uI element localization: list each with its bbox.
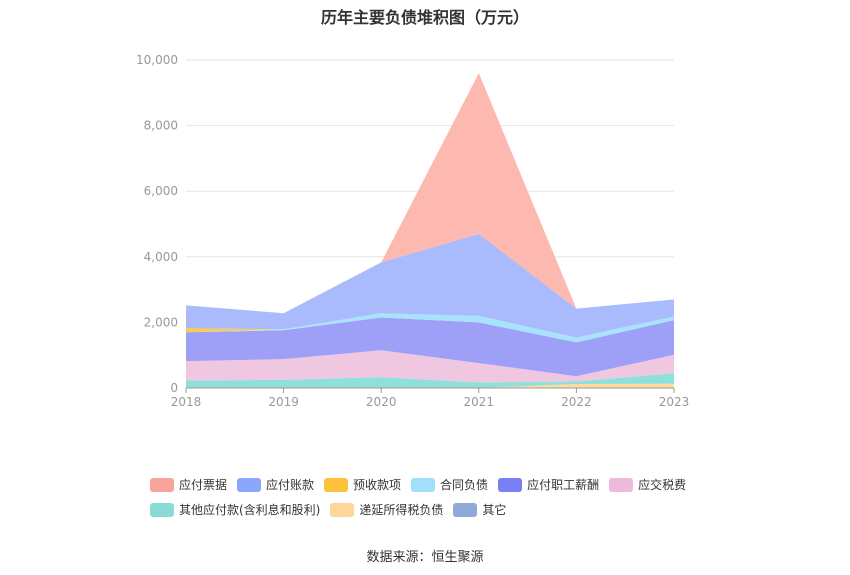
area-series-应付账款 bbox=[186, 233, 674, 338]
legend-swatch bbox=[498, 477, 523, 492]
area-series-其他应付款(含利息和股利) bbox=[186, 373, 674, 388]
y-tick-label: 0 bbox=[170, 381, 178, 395]
legend-swatch bbox=[411, 477, 436, 492]
y-tick-label: 4,000 bbox=[144, 250, 178, 264]
legend-row: 其他应付款(含利息和股利) 递延所得税负债 其它 bbox=[150, 497, 730, 522]
x-tick-label: 2018 bbox=[171, 395, 202, 409]
legend-row: 应付票据 应付账款 预收款项 合同负债 应付职工薪酬 应交税费 bbox=[150, 472, 730, 497]
legend-swatch bbox=[330, 502, 355, 517]
legend-label: 合同负债 bbox=[440, 478, 489, 492]
x-tick-label: 2020 bbox=[366, 395, 397, 409]
chart-title: 历年主要负债堆积图（万元） bbox=[320, 8, 529, 27]
legend-item[interactable]: 合同负债 bbox=[411, 476, 488, 493]
y-tick-label: 8,000 bbox=[144, 119, 178, 133]
legend-item[interactable]: 应交税费 bbox=[609, 476, 686, 493]
legend-item[interactable]: 应付票据 bbox=[150, 476, 227, 493]
area-series-应付票据 bbox=[186, 73, 674, 314]
legend-label: 应付账款 bbox=[266, 478, 315, 492]
area-series-应付职工薪酬 bbox=[186, 317, 674, 377]
legend-item[interactable]: 其他应付款(含利息和股利) bbox=[150, 501, 320, 518]
y-tick-label: 6,000 bbox=[144, 184, 178, 198]
x-tick-label: 2019 bbox=[268, 395, 299, 409]
area-series-递延所得税负债 bbox=[186, 383, 674, 388]
area-series-合同负债 bbox=[186, 313, 674, 343]
legend-swatch bbox=[324, 477, 349, 492]
x-tick-label: 2022 bbox=[561, 395, 592, 409]
legend-label: 应交税费 bbox=[638, 478, 687, 492]
axes: 0 2,000 4,000 6,000 8,000 10,000 2018 2019 2020 2… bbox=[136, 53, 689, 409]
legend-swatch bbox=[150, 477, 174, 492]
x-tick-label: 2023 bbox=[659, 395, 690, 409]
y-tick-label: 10,000 bbox=[136, 53, 178, 67]
legend-label: 递延所得税负债 bbox=[359, 503, 444, 517]
legend-item[interactable]: 应付职工薪酬 bbox=[498, 476, 599, 493]
legend-label: 应付职工薪酬 bbox=[527, 478, 600, 492]
legend-swatch bbox=[237, 477, 262, 492]
area-series bbox=[186, 73, 674, 388]
legend-swatch bbox=[150, 502, 174, 517]
legend-item[interactable]: 递延所得税负债 bbox=[330, 501, 443, 518]
legend-label: 预收款项 bbox=[353, 478, 402, 492]
area-series-应交税费 bbox=[186, 350, 674, 383]
data-source: 数据来源：恒生聚源 bbox=[366, 550, 484, 565]
legend-label: 其它 bbox=[482, 503, 507, 517]
legend-swatch bbox=[453, 502, 478, 517]
legend-swatch bbox=[609, 477, 634, 492]
y-tick-label: 2,000 bbox=[144, 315, 178, 329]
legend-item[interactable]: 预收款项 bbox=[324, 476, 401, 493]
legend-label: 应付票据 bbox=[179, 478, 228, 492]
x-tick-label: 2021 bbox=[464, 395, 495, 409]
legend: 应付票据 应付账款 预收款项 合同负债 应付职工薪酬 应交税费其他应付款(含利息和股利) 递… bbox=[150, 472, 730, 522]
legend-item[interactable]: 其它 bbox=[453, 501, 506, 518]
legend-item[interactable]: 应付账款 bbox=[237, 476, 314, 493]
legend-label: 其他应付款(含利息和股利) bbox=[179, 503, 321, 517]
